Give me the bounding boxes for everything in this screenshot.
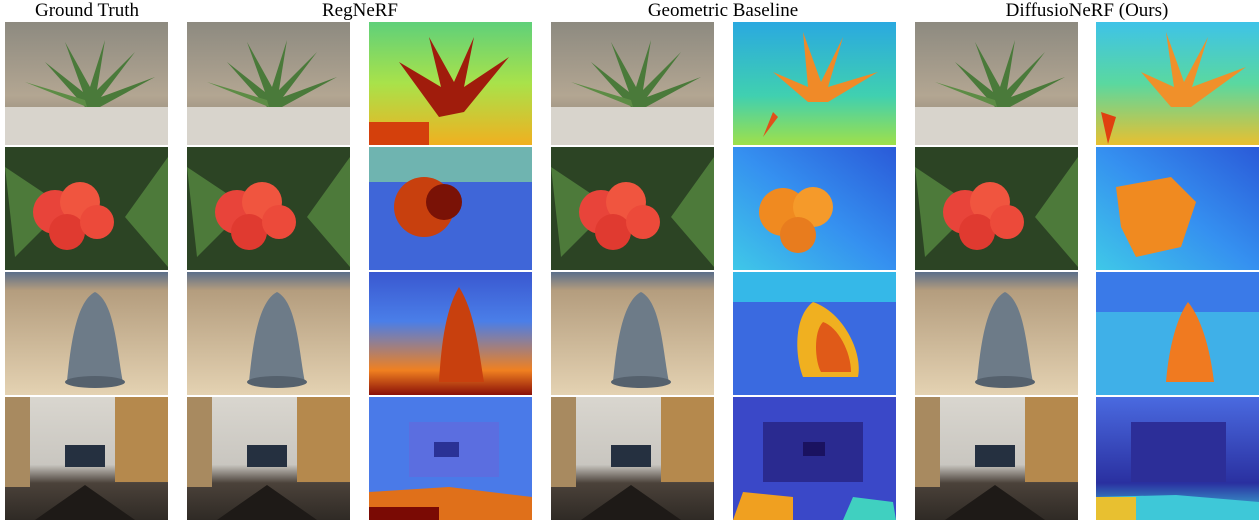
column-header: Ground Truth	[35, 0, 139, 21]
rgb-image	[551, 397, 714, 520]
rgb-image	[187, 272, 350, 395]
rgb-image	[5, 22, 168, 145]
rgb-image	[915, 147, 1078, 270]
rgb-image	[551, 147, 714, 270]
rgb-image	[915, 272, 1078, 395]
image-grid	[5, 22, 1259, 520]
depth-map	[369, 147, 532, 270]
rgb-image	[5, 147, 168, 270]
depth-map	[733, 22, 896, 145]
figure: Ground Truth RegNeRF Geometric Baseline …	[0, 0, 1259, 520]
rgb-image	[5, 272, 168, 395]
depth-map	[1096, 22, 1259, 145]
depth-map	[1096, 272, 1259, 395]
column-header: Geometric Baseline	[648, 0, 798, 21]
depth-map	[369, 397, 532, 520]
depth-map	[1096, 397, 1259, 520]
column-header: RegNeRF	[322, 0, 398, 21]
rgb-image	[915, 397, 1078, 520]
rgb-image	[551, 22, 714, 145]
depth-map	[733, 272, 896, 395]
rgb-image	[5, 397, 168, 520]
rgb-image	[187, 397, 350, 520]
column-header: DiffusioNeRF (Ours)	[1006, 0, 1169, 21]
rgb-image	[551, 272, 714, 395]
depth-map	[369, 22, 532, 145]
depth-map	[369, 272, 532, 395]
page: Ground Truth RegNeRF Geometric Baseline …	[0, 0, 1259, 520]
depth-map	[1096, 147, 1259, 270]
rgb-image	[187, 147, 350, 270]
rgb-image	[915, 22, 1078, 145]
depth-map	[733, 397, 896, 520]
depth-map	[733, 147, 896, 270]
rgb-image	[187, 22, 350, 145]
